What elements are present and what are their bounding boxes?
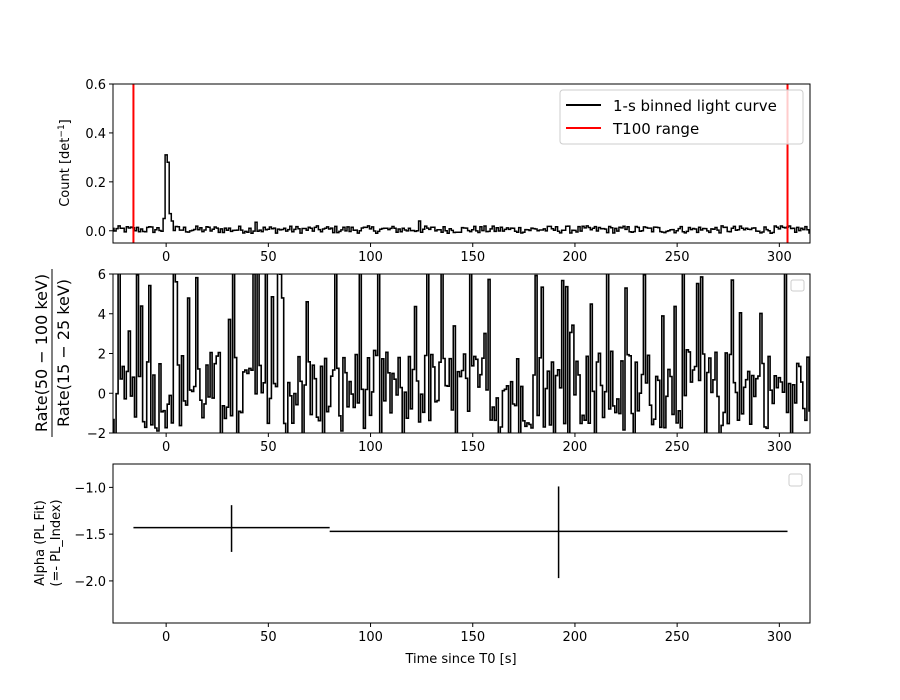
hardness-ratio-series-line — [113, 274, 810, 433]
x-tick-label: 100 — [358, 250, 383, 265]
alpha-ticks: 0 50 100 150 200 250 300 −2.0 −1.5 −1.0 — [74, 481, 791, 645]
x-tick-label: 300 — [767, 630, 792, 645]
alpha-ylabel-line2: (=- PL_Index) — [49, 499, 64, 586]
y-tick-label: 2 — [98, 348, 106, 363]
x-tick-label: 300 — [767, 440, 792, 455]
x-tick-label: 150 — [460, 440, 485, 455]
y-tick-label: 0 — [98, 387, 106, 402]
y-tick-label: 0.6 — [85, 78, 106, 93]
light-curve-ylabel-main: Count [det — [58, 138, 73, 207]
x-tick-label: 0 — [162, 440, 170, 455]
alpha-ylabel-line1: Alpha (PL Fit) — [33, 500, 48, 586]
x-tick-label: 50 — [260, 250, 277, 265]
x-tick-label: 100 — [358, 440, 383, 455]
ylabel-numerator: Rate(50 − 100 keV) — [32, 274, 51, 432]
y-tick-label: 4 — [98, 308, 106, 323]
ylabel-denominator: Rate(15 − 25 keV) — [54, 279, 73, 427]
alpha-plot-area — [133, 486, 788, 579]
y-tick-label: −1.5 — [74, 528, 106, 543]
x-tick-label: 250 — [665, 630, 690, 645]
y-tick-label: −2 — [87, 427, 106, 442]
light-curve-panel: 0 50 100 150 200 250 300 0.0 0.2 0.4 0.6 Count [de… — [57, 78, 811, 265]
hardness-ratio-ylabel: Rate(50 − 100 keV) Rate(15 − 25 keV) — [32, 269, 73, 437]
alpha-panel: 0 50 100 150 200 250 300 −2.0 −1.5 −1.0 Alpha (PL… — [33, 463, 811, 667]
x-tick-label: 300 — [767, 250, 792, 265]
x-axis-label: Time since T0 [s] — [404, 652, 516, 667]
x-tick-label: 150 — [460, 630, 485, 645]
light-curve-ylabel-superscript: −1 — [57, 124, 67, 137]
hardness-ratio-plot-area — [113, 274, 810, 433]
light-curve-ticks: 0 50 100 150 200 250 300 0.0 0.2 0.4 0.6 — [85, 78, 791, 265]
x-tick-label: 100 — [358, 630, 383, 645]
light-curve-ylabel: Count [det−1] — [57, 119, 73, 207]
light-curve-ylabel-end: ] — [58, 119, 73, 124]
x-tick-label: 50 — [260, 630, 277, 645]
legend-box — [559, 89, 804, 145]
x-tick-label: 50 — [260, 440, 277, 455]
alpha-empty-legend — [788, 473, 803, 487]
y-tick-label: −2.0 — [74, 575, 106, 590]
alpha-axes-frame — [112, 463, 811, 624]
y-tick-label: 0.4 — [85, 127, 106, 142]
y-tick-label: −1.0 — [74, 481, 106, 496]
legend-label-t100: T100 range — [612, 120, 699, 138]
x-tick-label: 200 — [563, 630, 588, 645]
legend-label-light-curve: 1-s binned light curve — [613, 97, 777, 115]
x-tick-label: 200 — [563, 250, 588, 265]
light-curve-series-line — [113, 154, 810, 234]
x-tick-label: 0 — [162, 250, 170, 265]
x-tick-label: 0 — [162, 630, 170, 645]
x-tick-label: 200 — [563, 440, 588, 455]
x-tick-label: 150 — [460, 250, 485, 265]
light-curve-axes-frame — [112, 83, 811, 244]
y-tick-label: 6 — [98, 268, 106, 283]
x-tick-label: 250 — [665, 250, 690, 265]
light-curve-legend: 1-s binned light curve T100 range — [559, 89, 804, 145]
y-tick-label: 0.2 — [85, 176, 106, 191]
hardness-ratio-ticks: 0 50 100 150 200 250 300 −2 0 2 4 6 — [87, 268, 792, 455]
x-tick-label: 250 — [665, 440, 690, 455]
hardness-ratio-panel: 0 50 100 150 200 250 300 −2 0 2 4 6 Rate(50 − 100 k… — [32, 268, 811, 455]
hardness-ratio-empty-legend — [790, 279, 805, 292]
y-tick-label: 0.0 — [85, 225, 106, 240]
